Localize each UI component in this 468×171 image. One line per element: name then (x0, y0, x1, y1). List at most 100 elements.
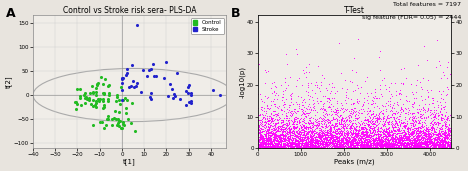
Point (393, 100, 401, 103)
Point (319, 131, 326, 134)
Point (399, 143, 406, 146)
Point (354, 143, 362, 146)
Point (381, 131, 389, 133)
Point (371, 121, 379, 124)
Point (426, 135, 433, 138)
Point (346, 135, 353, 138)
Point (405, 146, 412, 149)
Point (432, 133, 439, 136)
Point (318, 140, 326, 143)
Point (447, 146, 454, 148)
Point (286, 114, 293, 116)
Point (308, 121, 316, 124)
Point (265, 138, 273, 141)
Point (370, 133, 378, 135)
Point (397, 122, 405, 125)
Point (284, 140, 292, 142)
Point (414, 129, 422, 132)
Point (411, 137, 418, 140)
Point (445, 146, 453, 149)
Point (313, 118, 320, 121)
Point (293, 145, 301, 148)
Point (279, 142, 286, 145)
Point (388, 133, 395, 135)
Point (343, 133, 350, 135)
Point (430, 143, 437, 145)
Point (353, 144, 361, 147)
Point (327, 127, 335, 130)
Point (359, 132, 366, 134)
Point (262, 128, 269, 131)
Point (338, 117, 346, 120)
Point (323, 143, 330, 146)
Point (316, 116, 323, 119)
Point (424, 145, 431, 147)
Point (317, 141, 324, 144)
Point (356, 146, 364, 149)
Point (394, 138, 401, 141)
Point (339, 147, 347, 149)
Point (388, 109, 395, 111)
Point (441, 147, 448, 149)
Point (410, 125, 417, 127)
Point (429, 125, 436, 128)
Point (390, 138, 398, 141)
Point (307, 120, 314, 123)
Point (416, 139, 424, 142)
Point (424, 136, 431, 139)
Point (444, 130, 451, 132)
Point (261, 146, 269, 149)
Point (309, 122, 317, 125)
Point (265, 135, 273, 138)
Point (279, 103, 286, 106)
Point (383, 147, 390, 149)
Point (403, 130, 410, 133)
Point (326, 138, 334, 141)
Point (382, 138, 389, 141)
Point (264, 147, 271, 149)
Point (328, 141, 335, 144)
Point (350, 141, 358, 144)
Point (353, 116, 361, 119)
Point (89, 123, 97, 126)
Point (271, 132, 278, 135)
Point (257, 143, 265, 145)
Point (324, 146, 332, 149)
Point (410, 146, 418, 149)
Point (437, 93, 444, 96)
Point (318, 120, 326, 122)
Point (335, 128, 342, 131)
Point (439, 139, 446, 142)
Point (434, 132, 441, 134)
Point (306, 119, 313, 122)
Point (317, 147, 324, 149)
Point (271, 110, 278, 113)
Point (304, 85, 311, 88)
Point (360, 141, 368, 144)
Point (323, 113, 331, 116)
Point (266, 140, 274, 143)
Point (330, 143, 338, 146)
Point (287, 146, 295, 149)
Point (276, 136, 283, 139)
Point (294, 140, 301, 142)
Point (369, 143, 377, 146)
Point (385, 123, 392, 125)
Point (441, 135, 448, 138)
Point (359, 145, 367, 147)
Point (307, 81, 314, 84)
Point (330, 143, 337, 146)
Point (386, 116, 394, 119)
Point (280, 106, 288, 108)
Point (311, 140, 318, 142)
Point (413, 145, 421, 148)
Point (399, 82, 407, 84)
Point (311, 137, 319, 140)
Point (297, 142, 304, 145)
Point (436, 111, 444, 114)
Point (271, 84, 279, 87)
Point (401, 141, 408, 144)
Point (269, 143, 277, 146)
Point (427, 142, 434, 144)
Point (439, 143, 447, 146)
